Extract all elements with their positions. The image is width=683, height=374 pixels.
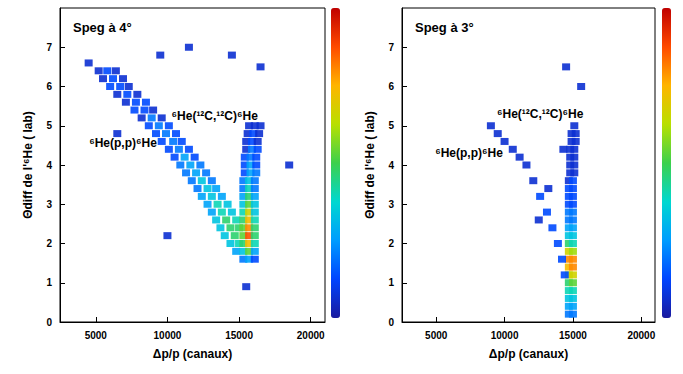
svg-text:1: 1 [388,277,394,288]
svg-text:5: 5 [46,120,52,131]
svg-text:⁶He(p,p)⁶He: ⁶He(p,p)⁶He [435,146,503,160]
svg-text:1: 1 [46,277,52,288]
svg-text:20000: 20000 [627,330,655,341]
svg-text:⁶He(p,p)⁶He: ⁶He(p,p)⁶He [89,136,157,150]
svg-text:Θdiff de l'⁶He ( lab): Θdiff de l'⁶He ( lab) [21,111,35,219]
svg-text:10000: 10000 [154,330,182,341]
svg-text:6: 6 [46,81,52,92]
svg-text:Speg à 4°: Speg à 4° [73,20,132,35]
svg-text:Θdiff de l'⁶He ( lab): Θdiff de l'⁶He ( lab) [363,111,377,219]
svg-text:10000: 10000 [491,330,519,341]
svg-text:0: 0 [46,317,52,328]
svg-text:Speg à 3°: Speg à 3° [415,20,474,35]
svg-text:2: 2 [388,238,394,249]
svg-text:15000: 15000 [559,330,587,341]
svg-text:0: 0 [388,317,394,328]
svg-text:5: 5 [388,120,394,131]
svg-text:20000: 20000 [297,330,325,341]
svg-text:15000: 15000 [225,330,253,341]
svg-text:4: 4 [46,160,52,171]
svg-text:⁶He(¹²C,¹²C)⁶He: ⁶He(¹²C,¹²C)⁶He [172,109,259,123]
svg-text:⁶He(¹²C,¹²C)⁶He: ⁶He(¹²C,¹²C)⁶He [497,107,584,121]
svg-text:4: 4 [388,160,394,171]
svg-text:7: 7 [388,42,394,53]
svg-text:7: 7 [46,42,52,53]
svg-text:2: 2 [46,238,52,249]
svg-text:5000: 5000 [425,330,448,341]
svg-text:5000: 5000 [85,330,108,341]
svg-text:Δp/p (canaux): Δp/p (canaux) [153,347,232,361]
svg-text:6: 6 [388,81,394,92]
svg-text:3: 3 [388,199,394,210]
svg-text:3: 3 [46,199,52,210]
svg-text:Δp/p (canaux): Δp/p (canaux) [489,347,568,361]
